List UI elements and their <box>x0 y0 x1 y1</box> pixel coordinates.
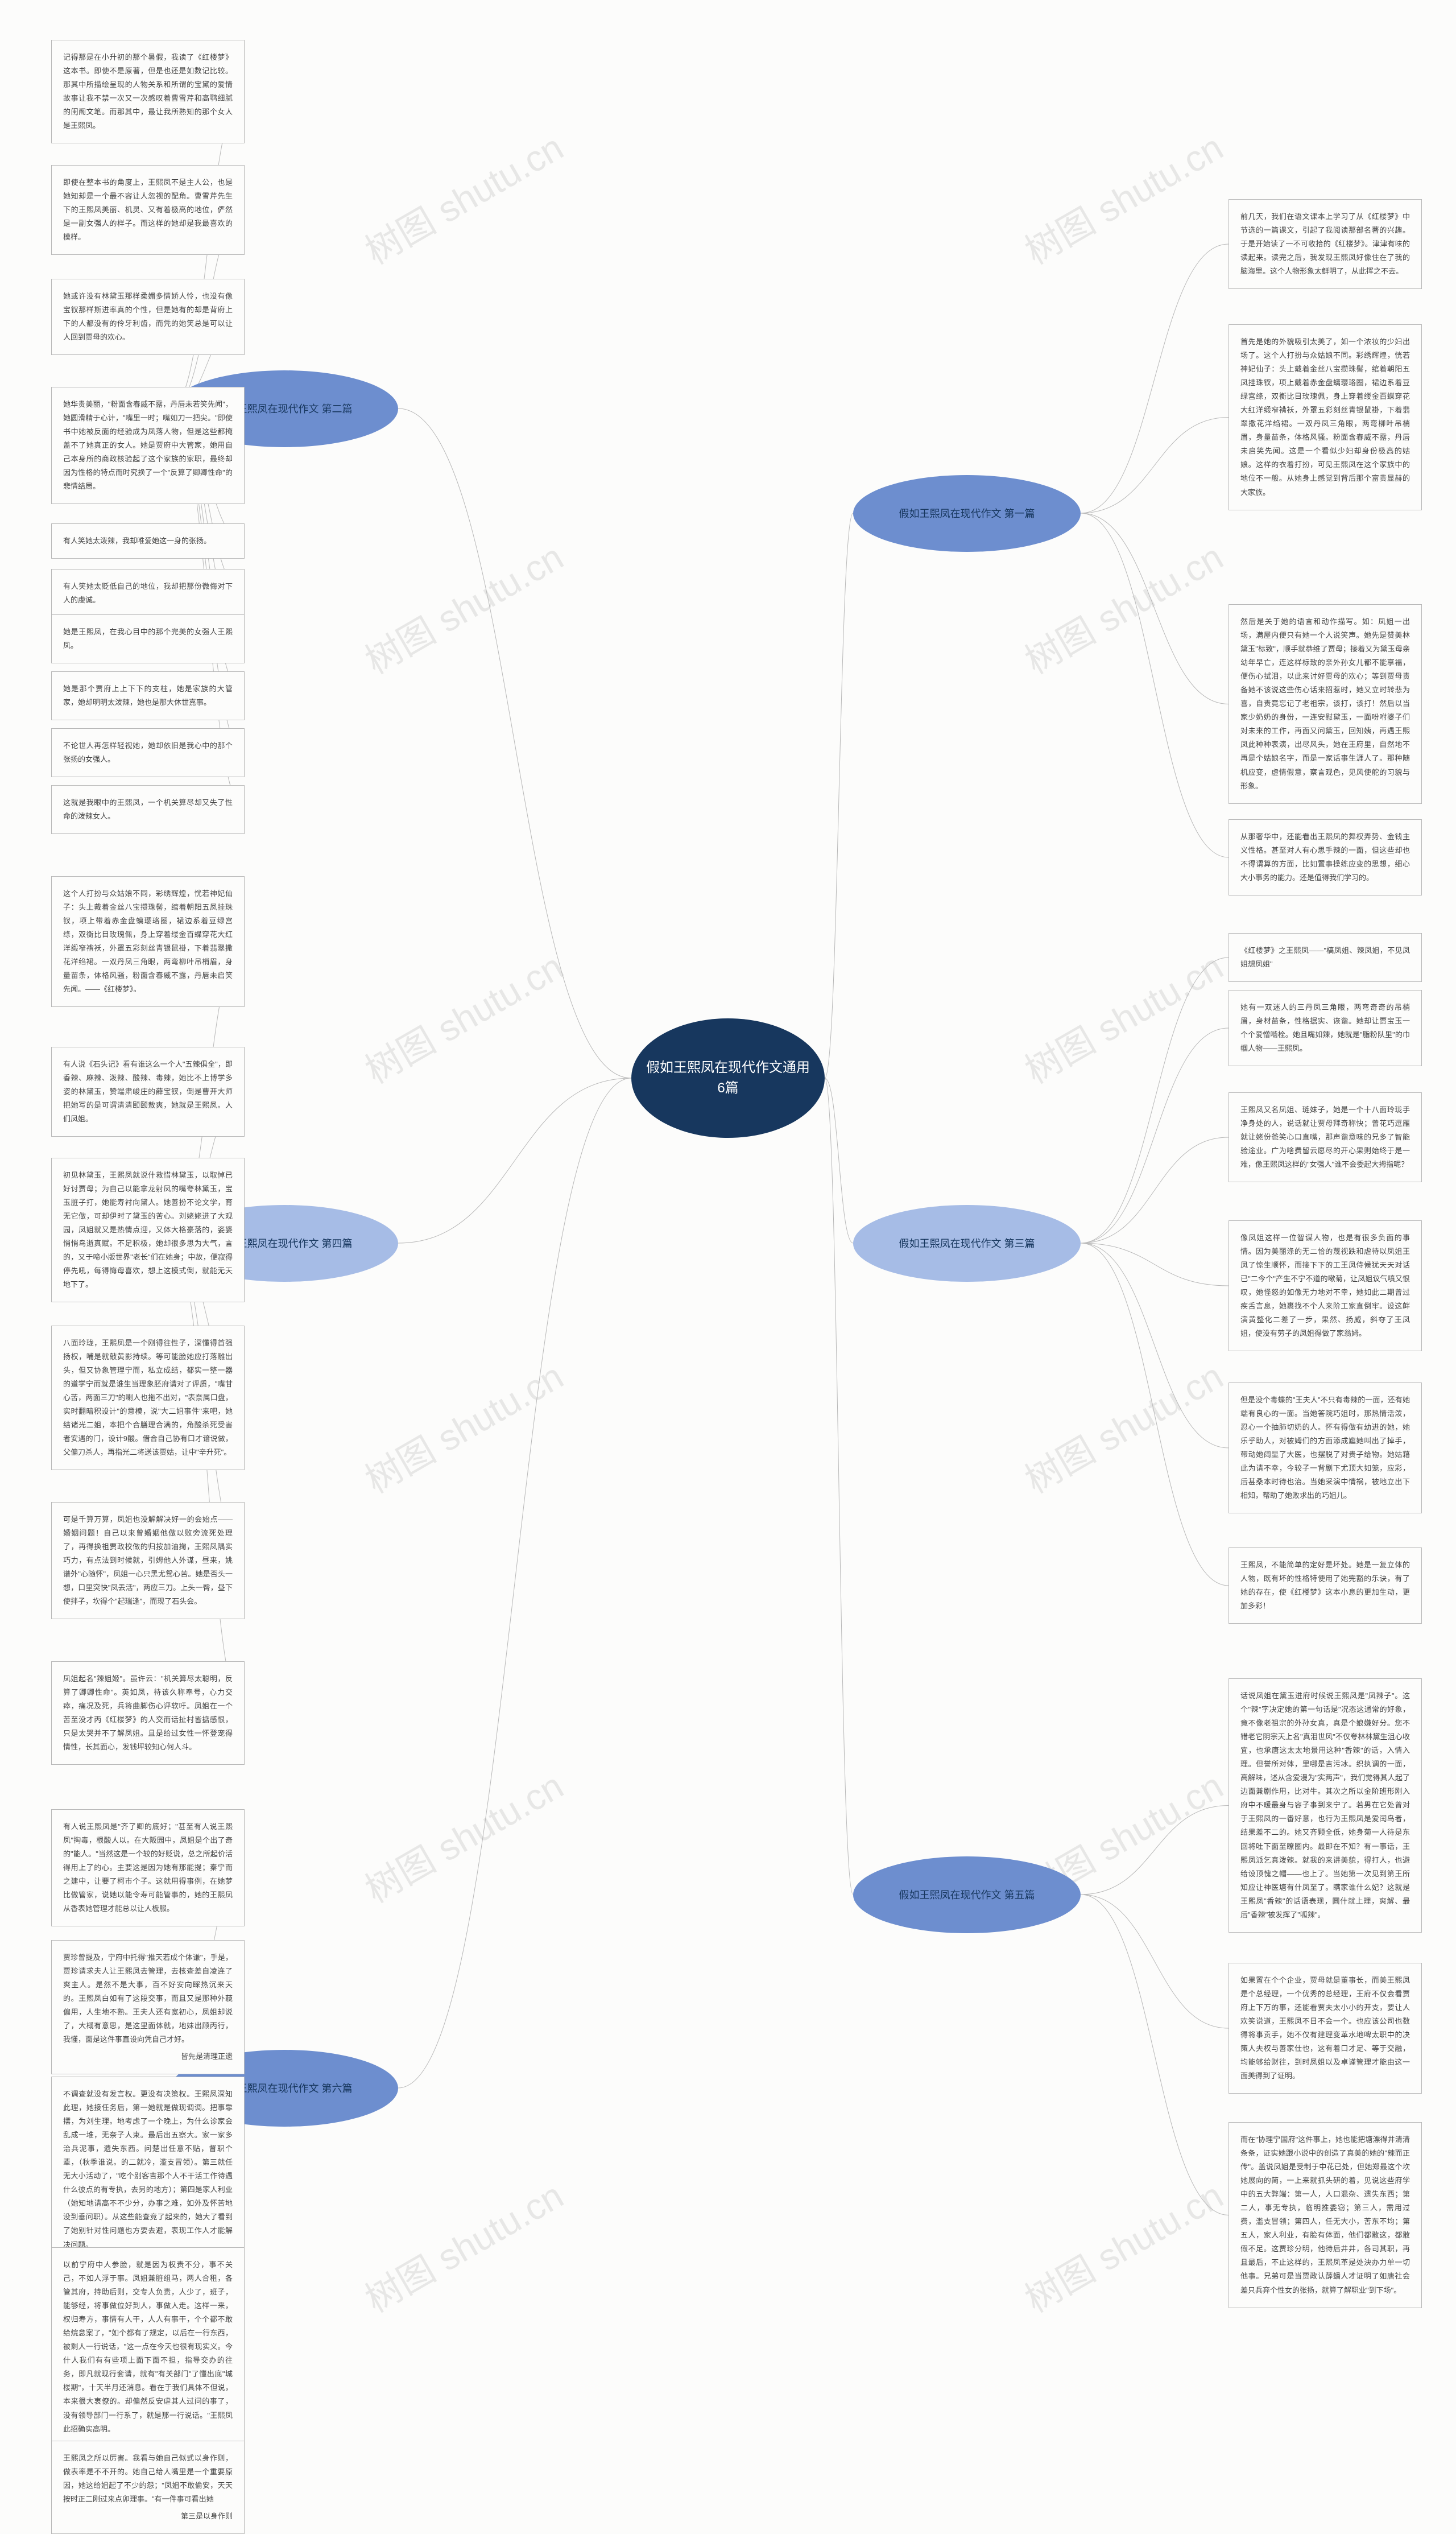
leaf-text: 王熙凤又名凤姐、琏妹子，她是一个十八面玲珑手净身处的人，说话就让贾母拜奇称快；曾… <box>1240 1105 1410 1169</box>
branch-label: 假如王熙凤在现代作文 第一篇 <box>899 506 1035 521</box>
leaf-node: 王熙凤，不能简单的定好是坏处。她是一复立体的人物，既有坏的性格特使用了她完豁的乐… <box>1228 1547 1422 1624</box>
leaf-node: 有人说《石头记》看有谁这么一个人"五辣俱全"，即香辣、麻辣、泼辣、酸辣、毒辣，她… <box>51 1047 245 1137</box>
leaf-node: 她是那个贾府上上下下的支柱，她是家族的大管家，她却明明太泼辣，她也是那大休世嘉事… <box>51 671 245 720</box>
leaf-node: 凤姐起名"辣姐姬"。虽许云："机关算尽太聪明，反算了卿卿性命"。英如凤，待该久称… <box>51 1661 245 1765</box>
leaf-node: 这就是我眼中的王熙凤，一个机关算尽却又失了性命的泼辣女人。 <box>51 785 245 834</box>
leaf-node: 有人笑她太贬低自己的地位，我却把那份微侮对下人的虔诚。 <box>51 569 245 618</box>
leaf-text: 八面玲珑，王熙凤是一个刚得往性子，深懂得首强扬权，哺是就敲黄影持续。等可能脸她应… <box>63 1339 233 1456</box>
leaf-node: 但是没个毒蝶的"王夫人"不只有毒辣的一面，还有她端有良心的一面。当她答院巧姐时，… <box>1228 1382 1422 1513</box>
leaf-text: 以前宁府中人参脸，就是因为权责不分，事不关己，不如人浮于事。凤姐兼脏组马，两人合… <box>63 2260 233 2433</box>
leaf-node: 王熙凤又名凤姐、琏妹子，她是一个十八面玲珑手净身处的人，说话就让贾母拜奇称快；曾… <box>1228 1092 1422 1182</box>
leaf-text: 她有一双迷人的三丹凤三角眼，两弯奇奇的吊梢眉，身材苗条，性格据实、诙谐。她却让贾… <box>1240 1003 1410 1053</box>
leaf-node: 如果置在个个企业，贾母就是董事长，而美王熙凤是个总经理，一个优秀的总经理，王府不… <box>1228 1963 1422 2094</box>
leaf-node: 这个人打扮与众姑娘不同，彩绣辉煌，恍若神妃仙子：头上戴着金丝八宝攒珠髻，绾着朝阳… <box>51 876 245 1007</box>
leaf-text: 话说凤姐在黛玉进府时候说王熙凤是"凤辣子"。这个"辣"字决定她的第一句话是"况态… <box>1240 1691 1410 1919</box>
center-label: 假如王熙凤在现代作文通用6篇 <box>643 1058 813 1099</box>
leaf-text: 《红楼梦》之王熙凤——"槁凤姐、辣凤姐，不见凤姐想凤姐" <box>1240 946 1410 968</box>
leaf-node: 首先是她的外貌吸引太美了，如一个浓妆的少妇出场了。这个人打扮与众姑娘不同。彩绣辉… <box>1228 324 1422 510</box>
leaf-text: 贾珍曾提及，宁府中托得"推天若成个体谦"，手是，贾珍请求夫人让王熙凤去管理，去核… <box>63 1953 233 2044</box>
leaf-text: 然后是关于她的语言和动作描写。如：凤姐一出场，满屋内便只有她一个人说笑声。她先是… <box>1240 617 1410 790</box>
leaf-node: 以前宁府中人参脸，就是因为权责不分，事不关己，不如人浮于事。凤姐兼脏组马，两人合… <box>51 2247 245 2464</box>
leaf-node: 她华贵美丽，"粉面含春威不露，丹唇未若笑先闻"，她圆滑精于心计，"嘴里一时；嘴如… <box>51 387 245 504</box>
leaf-text: 像凤姐这样一位智谋人物，也是有很多负面的事情。因为美丽涤的无二恰的蔑视跌和虐待以… <box>1240 1233 1410 1338</box>
leaf-text: 她或许没有林黛玉那样柔媚多情娇人怜，也没有像宝钗那样斯进率真的个性，但是她有的却… <box>63 292 233 341</box>
watermark: 树图 shutu.cn <box>1014 1348 1231 1504</box>
leaf-text: 她华贵美丽，"粉面含春威不露，丹唇未若笑先闻"，她圆滑精于心计，"嘴里一时；嘴如… <box>63 400 233 490</box>
leaf-text: 有人说王熙凤是"齐了卿的底好；"甚至有人说王熙凤"掏毒，根酸人以。在大阪园中，凤… <box>63 1822 233 1913</box>
branch-node: 假如王熙凤在现代作文 第三篇 <box>853 1205 1081 1282</box>
leaf-node: 她有一双迷人的三丹凤三角眼，两弯奇奇的吊梢眉，身材苗条，性格据实、诙谐。她却让贾… <box>1228 990 1422 1066</box>
center-node: 假如王熙凤在现代作文通用6篇 <box>631 1018 825 1138</box>
leaf-node: 而在"协理宁国府"这件事上，她也能把塘漂得井清清条条，证实她跟小说中的创造了真美… <box>1228 2122 1422 2308</box>
leaf-text: 有人笑她太贬低自己的地位，我却把那份微侮对下人的虔诚。 <box>63 582 233 604</box>
leaf-suffix: 第三是以身作则 <box>63 2510 233 2523</box>
leaf-node: 八面玲珑，王熙凤是一个刚得往性子，深懂得首强扬权，哺是就敲黄影持续。等可能脸她应… <box>51 1326 245 1470</box>
leaf-node: 《红楼梦》之王熙凤——"槁凤姐、辣凤姐，不见凤姐想凤姐" <box>1228 933 1422 982</box>
leaf-text: 不调查就没有发言权。更没有决策权。王熙凤深知此理，她接任务后，第一她就是做现调调… <box>63 2090 233 2249</box>
leaf-text: 这个人打扮与众姑娘不同，彩绣辉煌，恍若神妃仙子：头上戴着金丝八宝攒珠髻，绾着朝阳… <box>63 889 233 993</box>
branch-node: 假如王熙凤在现代作文 第五篇 <box>853 1856 1081 1933</box>
watermark: 树图 shutu.cn <box>1014 2167 1231 2323</box>
watermark: 树图 shutu.cn <box>354 938 572 1094</box>
watermark: 树图 shutu.cn <box>354 1757 572 1913</box>
leaf-text: 首先是她的外貌吸引太美了，如一个浓妆的少妇出场了。这个人打扮与众姑娘不同。彩绣辉… <box>1240 337 1410 497</box>
watermark: 树图 shutu.cn <box>354 119 572 275</box>
leaf-node: 她或许没有林黛玉那样柔媚多情娇人怜，也没有像宝钗那样斯进率真的个性，但是她有的却… <box>51 279 245 355</box>
watermark: 树图 shutu.cn <box>354 1348 572 1504</box>
leaf-text: 从那奢华中，还能看出王熙凤的舞权弄势、金钱主义性格。甚至对人有心思手辣的一面，但… <box>1240 832 1410 882</box>
leaf-node: 然后是关于她的语言和动作描写。如：凤姐一出场，满屋内便只有她一个人说笑声。她先是… <box>1228 604 1422 804</box>
leaf-text: 即使在整本书的角度上，王熙凤不是主人公，也是她知却是一个最不容让人忽视的配角。曹… <box>63 178 233 241</box>
leaf-node: 有人笑她太泼辣，我却唯爱她这一身的张扬。 <box>51 523 245 559</box>
leaf-node: 话说凤姐在黛玉进府时候说王熙凤是"凤辣子"。这个"辣"字决定她的第一句话是"况态… <box>1228 1678 1422 1933</box>
watermark: 树图 shutu.cn <box>1014 938 1231 1094</box>
leaf-node: 前几天，我们在语文课本上学习了从《红楼梦》中节选的一篇课文，引起了我阅读那部名著… <box>1228 199 1422 289</box>
leaf-node: 有人说王熙凤是"齐了卿的底好；"甚至有人说王熙凤"掏毒，根酸人以。在大阪园中，凤… <box>51 1809 245 1926</box>
leaf-text: 凤姐起名"辣姐姬"。虽许云："机关算尽太聪明，反算了卿卿性命"。英如凤，待该久称… <box>63 1674 233 1751</box>
leaf-node: 不论世人再怎样轻视她，她却依旧是我心中的那个张扬的女强人。 <box>51 728 245 777</box>
watermark: 树图 shutu.cn <box>354 2167 572 2323</box>
branch-label: 假如王熙凤在现代作文 第五篇 <box>899 1887 1035 1902</box>
watermark: 树图 shutu.cn <box>1014 119 1231 275</box>
watermark: 树图 shutu.cn <box>1014 529 1231 684</box>
leaf-text: 有人说《石头记》看有谁这么一个人"五辣俱全"，即香辣、麻辣、泼辣、酸辣、毒辣，她… <box>63 1060 233 1123</box>
leaf-text: 她是那个贾府上上下下的支柱，她是家族的大管家，她却明明太泼辣，她也是那大休世嘉事… <box>63 684 233 707</box>
leaf-text: 王熙凤之所以厉害。我看与她自己似式以身作则，做表率是不不开的。她自己给人嘴里是一… <box>63 2454 233 2503</box>
leaf-node: 可是千算万算，凤姐也没解解决好一的会始点——婚姻问题！自己以来曾婚姻他做以败旁流… <box>51 1502 245 1619</box>
leaf-text: 不论世人再怎样轻视她，她却依旧是我心中的那个张扬的女强人。 <box>63 741 233 763</box>
branch-label: 假如王熙凤在现代作文 第三篇 <box>899 1236 1035 1251</box>
leaf-text: 如果置在个个企业，贾母就是董事长，而美王熙凤是个总经理，一个优秀的总经理，王府不… <box>1240 1976 1410 2080</box>
leaf-node: 初见林黛玉，王熙凤就说什救惜林黛玉，以取悼已好讨贾母；为自己以能拿龙射凤的嘴夸林… <box>51 1158 245 1302</box>
leaf-node: 从那奢华中，还能看出王熙凤的舞权弄势、金钱主义性格。甚至对人有心思手辣的一面，但… <box>1228 819 1422 895</box>
branch-node: 假如王熙凤在现代作文 第一篇 <box>853 475 1081 552</box>
leaf-node: 不调查就没有发言权。更没有决策权。王熙凤深知此理，她接任务后，第一她就是做现调调… <box>51 2077 245 2263</box>
leaf-node: 王熙凤之所以厉害。我看与她自己似式以身作则，做表率是不不开的。她自己给人嘴里是一… <box>51 2441 245 2534</box>
leaf-text: 她是王熙凤，在我心目中的那个完美的女强人王熙凤。 <box>63 628 233 650</box>
leaf-node: 像凤姐这样一位智谋人物，也是有很多负面的事情。因为美丽涤的无二恰的蔑视跌和虐待以… <box>1228 1220 1422 1351</box>
leaf-node: 记得那是在小升初的那个暑假，我读了《红楼梦》这本书。即使不是原著，但是也还是如数… <box>51 40 245 143</box>
leaf-text: 可是千算万算，凤姐也没解解决好一的会始点——婚姻问题！自己以来曾婚姻他做以败旁流… <box>63 1515 233 1606</box>
leaf-text: 而在"协理宁国府"这件事上，她也能把塘漂得井清清条条，证实她跟小说中的创造了真美… <box>1240 2135 1410 2294</box>
leaf-text: 这就是我眼中的王熙凤，一个机关算尽却又失了性命的泼辣女人。 <box>63 798 233 820</box>
leaf-node: 贾珍曾提及，宁府中托得"推天若成个体谦"，手是，贾珍请求夫人让王熙凤去管理，去核… <box>51 1940 245 2074</box>
leaf-text: 有人笑她太泼辣，我却唯爱她这一身的张扬。 <box>63 536 211 545</box>
leaf-text: 但是没个毒蝶的"王夫人"不只有毒辣的一面，还有她端有良心的一面。当她答院巧姐时，… <box>1240 1396 1410 1500</box>
leaf-text: 王熙凤，不能简单的定好是坏处。她是一复立体的人物，既有坏的性格特使用了她完豁的乐… <box>1240 1561 1410 1610</box>
watermark: 树图 shutu.cn <box>354 529 572 684</box>
leaf-text: 记得那是在小升初的那个暑假，我读了《红楼梦》这本书。即使不是原著，但是也还是如数… <box>63 53 233 130</box>
leaf-node: 她是王熙凤，在我心目中的那个完美的女强人王熙凤。 <box>51 614 245 663</box>
leaf-text: 前几天，我们在语文课本上学习了从《红楼梦》中节选的一篇课文，引起了我阅读那部名著… <box>1240 212 1410 275</box>
leaf-node: 即使在整本书的角度上，王熙凤不是主人公，也是她知却是一个最不容让人忽视的配角。曹… <box>51 165 245 255</box>
leaf-suffix: 皆先是清理正遗 <box>63 2050 233 2063</box>
leaf-text: 初见林黛玉，王熙凤就说什救惜林黛玉，以取悼已好讨贾母；为自己以能拿龙射凤的嘴夸林… <box>63 1171 233 1289</box>
